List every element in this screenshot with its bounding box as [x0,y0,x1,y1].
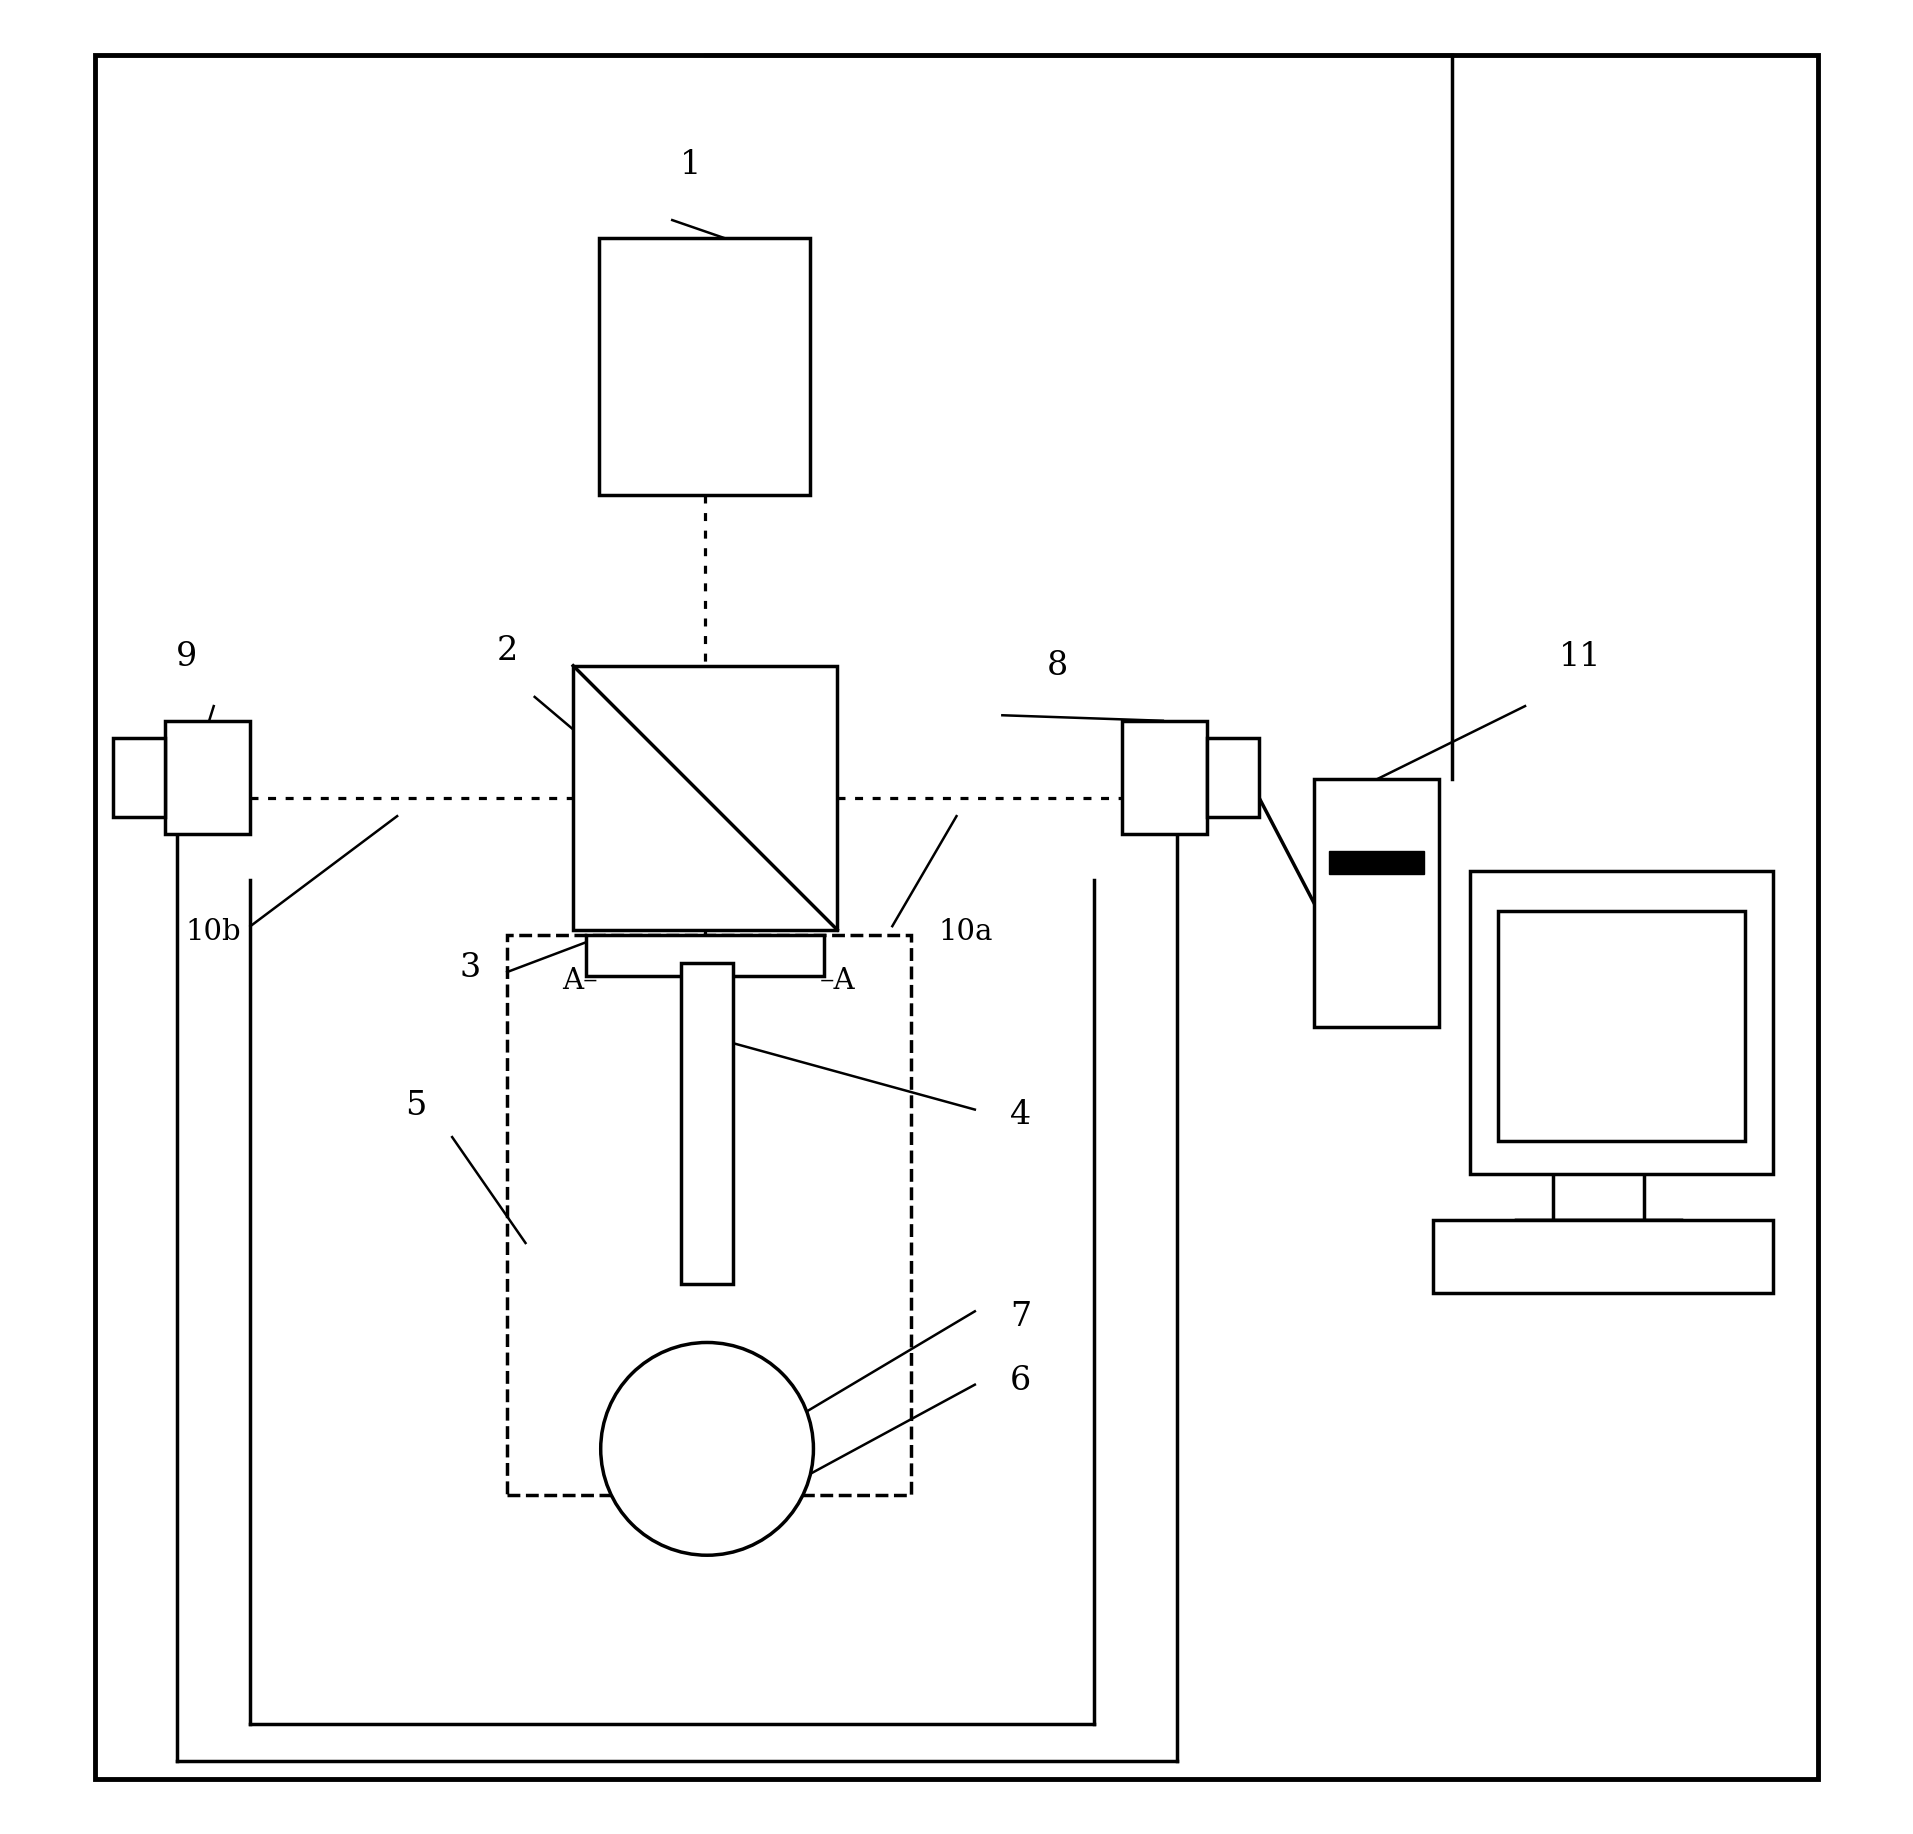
Text: 9: 9 [176,640,197,673]
Text: 11: 11 [1559,640,1601,673]
Bar [1433,1220,1773,1293]
Bar [165,721,251,834]
Text: 10b: 10b [186,917,241,946]
Text: –A: –A [821,967,855,996]
Text: 2: 2 [497,635,518,668]
Text: 3: 3 [459,952,480,985]
Bar [585,935,825,976]
Bar [681,963,733,1284]
Bar [113,737,165,818]
Text: 10a: 10a [939,917,993,946]
Text: 1: 1 [679,149,702,182]
Text: 4: 4 [1010,1099,1031,1132]
Bar [507,935,911,1495]
Bar [1330,851,1423,873]
Text: 7: 7 [1010,1300,1031,1333]
Bar [1207,737,1259,818]
Bar [1314,779,1439,1027]
Circle shape [601,1342,813,1555]
Text: A–: A– [562,967,599,996]
Bar [1498,911,1745,1141]
Bar [599,238,809,495]
Text: 5: 5 [406,1089,427,1122]
Bar [1121,721,1207,834]
Bar [1469,871,1773,1174]
Text: 6: 6 [1010,1364,1031,1398]
Text: 8: 8 [1046,649,1067,682]
Bar [574,666,838,930]
